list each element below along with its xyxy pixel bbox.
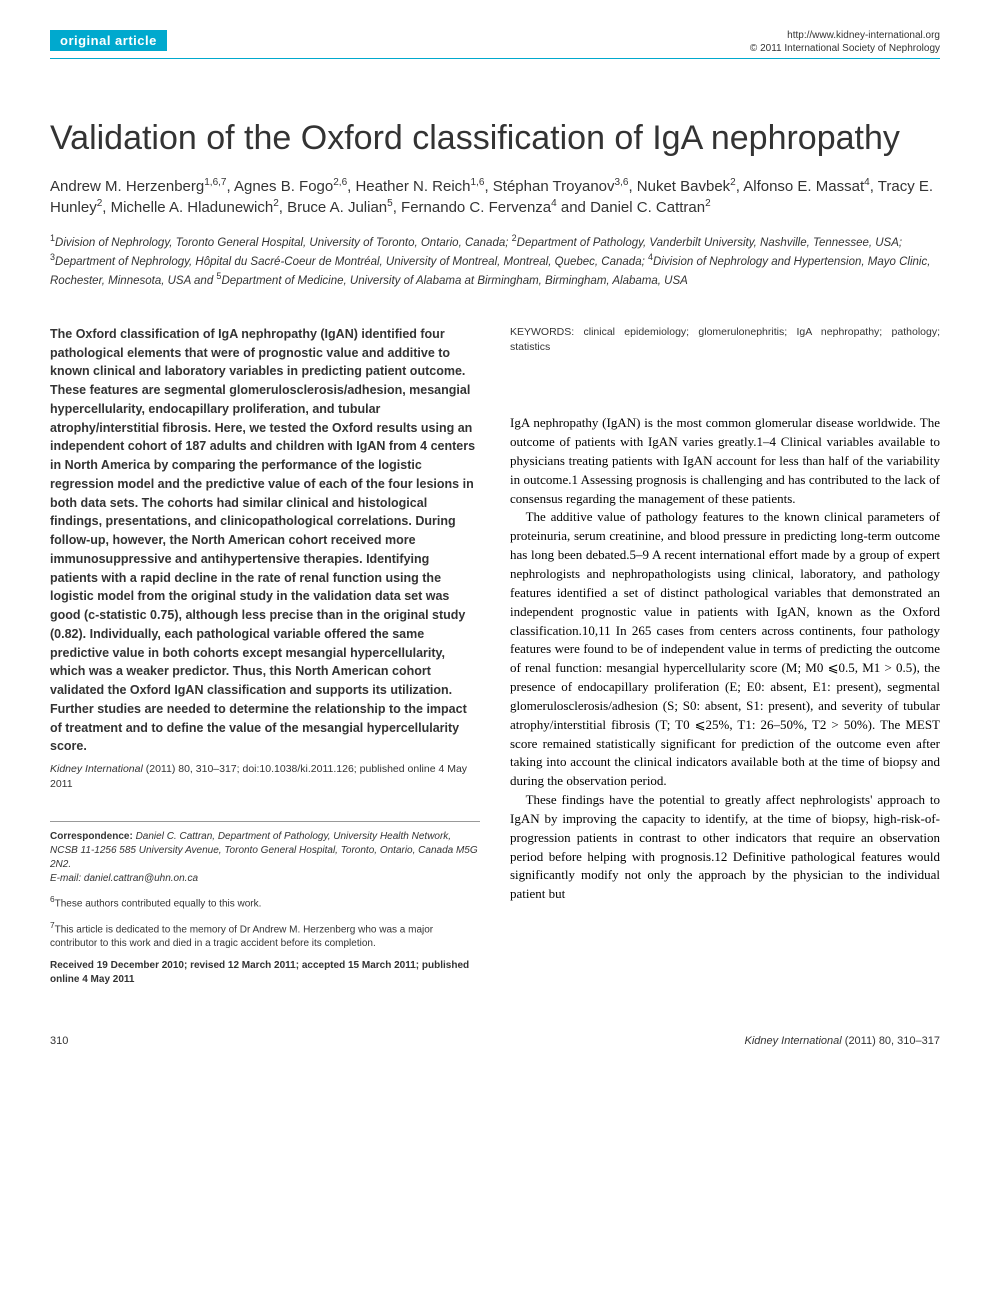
page-footer: 310 Kidney International (2011) 80, 310–… [50, 1035, 940, 1047]
footnote-6: 6These authors contributed equally to th… [50, 894, 480, 911]
left-column: The Oxford classification of IgA nephrop… [50, 325, 480, 995]
citation-line: Kidney International (2011) 80, 310–317;… [50, 762, 480, 791]
keywords-line: KEYWORDS: clinical epidemiology; glomeru… [510, 325, 940, 354]
received-dates: Received 19 December 2010; revised 12 Ma… [50, 959, 480, 987]
right-column: KEYWORDS: clinical epidemiology; glomeru… [510, 325, 940, 995]
affiliation-list: 1Division of Nephrology, Toronto General… [50, 232, 940, 289]
correspondence-block: Correspondence: Daniel C. Cattran, Depar… [50, 821, 480, 987]
page-number: 310 [50, 1035, 68, 1047]
correspondence-email: daniel.cattran@uhn.on.ca [84, 873, 198, 884]
body-p1: IgA nephropathy (IgAN) is the most commo… [510, 414, 940, 508]
two-column-body: The Oxford classification of IgA nephrop… [50, 325, 940, 995]
citation-doi: doi:10.1038/ki.2011.126; [242, 763, 356, 775]
body-text: IgA nephropathy (IgAN) is the most commo… [510, 414, 940, 904]
page-header: original article http://www.kidney-inter… [50, 30, 940, 54]
footer-journal: Kidney International [744, 1035, 841, 1047]
footer-issue: (2011) 80, 310–317 [845, 1035, 940, 1047]
citation-year-vol: (2011) 80, [146, 763, 193, 775]
citation-pages: 310–317; [196, 763, 240, 775]
article-title: Validation of the Oxford classification … [50, 119, 940, 158]
copyright-line: © 2011 International Society of Nephrolo… [750, 43, 940, 54]
footer-citation: Kidney International (2011) 80, 310–317 [744, 1035, 940, 1047]
correspondence: Correspondence: Daniel C. Cattran, Depar… [50, 830, 480, 886]
article-type-badge: original article [50, 30, 167, 51]
abstract-text: The Oxford classification of IgA nephrop… [50, 325, 480, 756]
email-label: E-mail: [50, 873, 81, 884]
header-right: http://www.kidney-international.org © 20… [750, 30, 940, 54]
author-list: Andrew M. Herzenberg1,6,7, Agnes B. Fogo… [50, 176, 940, 218]
citation-journal: Kidney International [50, 763, 143, 775]
header-rule [50, 58, 940, 59]
body-p3: These findings have the potential to gre… [510, 791, 940, 904]
body-p2: The additive value of pathology features… [510, 508, 940, 791]
footnote-7: 7This article is dedicated to the memory… [50, 920, 480, 951]
correspondence-label: Correspondence: [50, 831, 133, 842]
journal-url: http://www.kidney-international.org [750, 30, 940, 41]
